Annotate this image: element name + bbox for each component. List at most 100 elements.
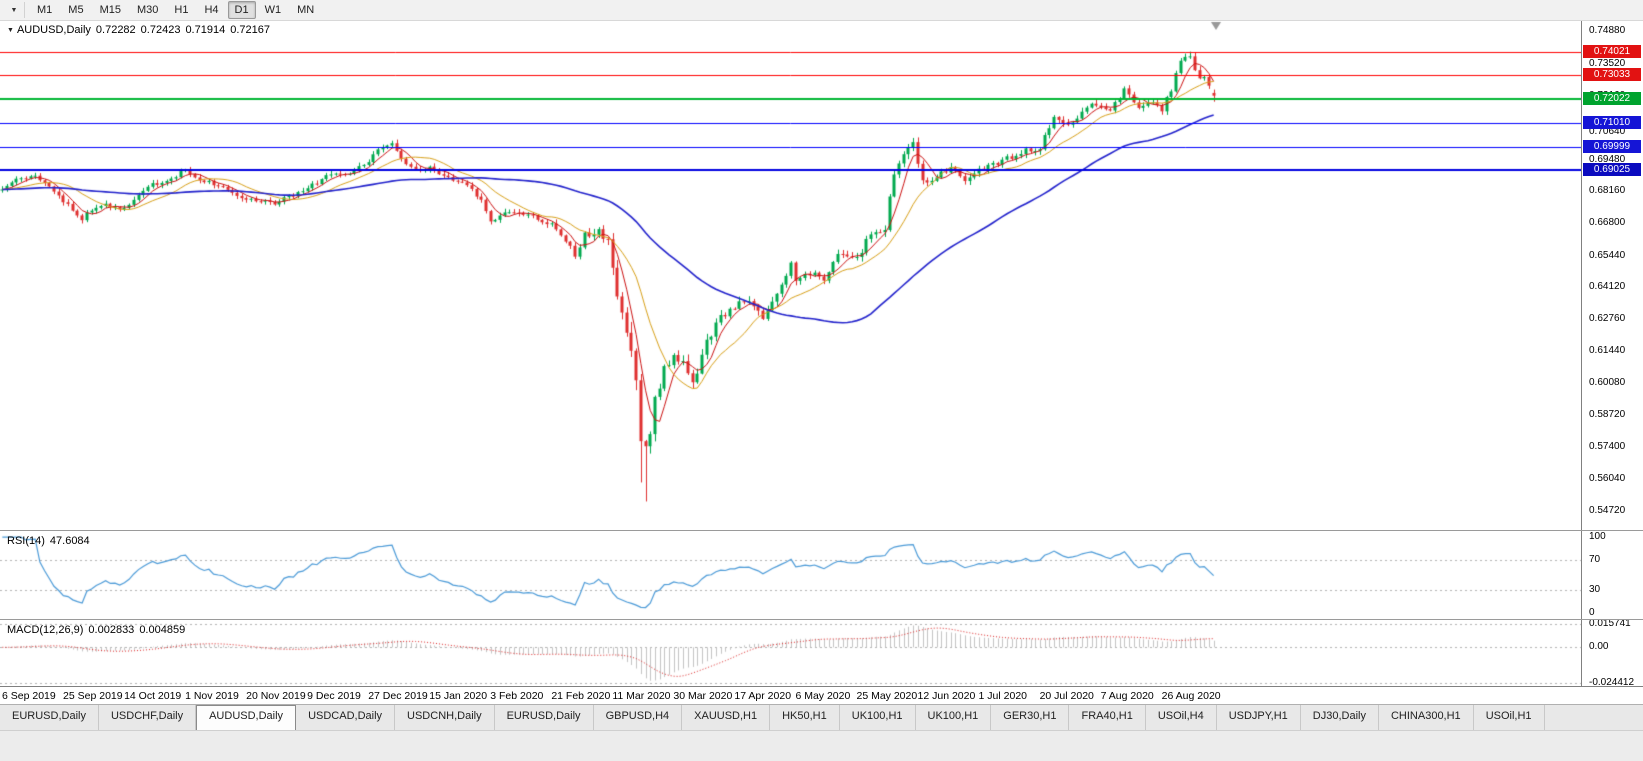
- timeframe-button-m30[interactable]: M30: [136, 4, 159, 16]
- chart-tab[interactable]: UK100,H1: [840, 705, 916, 730]
- rsi-tick: 0: [1589, 606, 1595, 618]
- rsi-panel: RSI(14) 47.6084: [0, 531, 1581, 619]
- price-tick: 0.54720: [1589, 504, 1626, 516]
- date-label: 3 Feb 2020: [490, 690, 544, 702]
- date-label: 6 May 2020: [795, 690, 851, 702]
- date-label: 14 Oct 2019: [124, 690, 182, 702]
- price-level-tag: 0.72022: [1583, 92, 1641, 106]
- price-level-tag: 0.69999: [1583, 140, 1641, 154]
- chart-tab[interactable]: DJ30,Daily: [1301, 705, 1379, 730]
- date-label: 7 Aug 2020: [1100, 690, 1154, 702]
- chart-tab[interactable]: XAUUSD,H1: [682, 705, 771, 730]
- date-label: 25 Sep 2019: [63, 690, 123, 702]
- chart-tab[interactable]: UK100,H1: [916, 705, 992, 730]
- price-tick: 0.69480: [1589, 153, 1626, 165]
- date-label: 1 Jul 2020: [978, 690, 1028, 702]
- date-label: 25 May 2020: [856, 690, 918, 702]
- toolbar-dropdown-button[interactable]: ▼: [4, 2, 25, 18]
- chart-tab[interactable]: USDCAD,Daily: [296, 705, 396, 730]
- chevron-down-icon: ▼: [10, 6, 18, 14]
- rsi-canvas[interactable]: [0, 531, 1581, 619]
- timeframe-button-d1[interactable]: D1: [227, 1, 256, 19]
- price-tick: 0.58720: [1589, 409, 1626, 421]
- date-label: 15 Jan 2020: [429, 690, 488, 702]
- chart-tab[interactable]: USDCNH,Daily: [395, 705, 495, 730]
- price-tick: 0.57400: [1589, 440, 1626, 452]
- price-tick: 0.68160: [1589, 184, 1626, 196]
- price-level-tag: 0.74021: [1583, 44, 1641, 58]
- timeframe-button-h1[interactable]: H1: [174, 4, 189, 16]
- price-axis[interactable]: 0.748800.735200.721600.706400.694800.681…: [1581, 20, 1643, 689]
- macd-signal-value: 0.004859: [139, 624, 186, 636]
- price-tick: 0.61440: [1589, 344, 1626, 356]
- rsi-tick: 70: [1589, 553, 1601, 565]
- date-label: 30 Mar 2020: [673, 690, 733, 702]
- macd-header: MACD(12,26,9) 0.002833 0.004859: [7, 624, 185, 636]
- timeframe-button-m15[interactable]: M15: [99, 4, 121, 16]
- rsi-value: 47.6084: [49, 535, 90, 547]
- price-tick: 0.66800: [1589, 217, 1626, 229]
- date-label: 9 Dec 2019: [307, 690, 361, 702]
- timeframe-button-mn[interactable]: MN: [297, 4, 315, 16]
- date-label: 20 Nov 2019: [246, 690, 306, 702]
- macd-main-value: 0.002833: [88, 624, 135, 636]
- price-chart-canvas[interactable]: [0, 20, 1581, 530]
- panel-separator[interactable]: [0, 530, 1643, 531]
- price-level-tag: 0.73033: [1583, 68, 1641, 82]
- chart-tab[interactable]: EURUSD,Daily: [0, 705, 99, 730]
- chart-dropdown-icon[interactable]: ▼: [7, 27, 14, 34]
- price-level-tag: 0.69025: [1583, 163, 1641, 177]
- date-label: 6 Sep 2019: [2, 690, 56, 702]
- macd-label: MACD(12,26,9): [7, 624, 84, 636]
- chart-symbol-label: AUDUSD,Daily: [16, 24, 91, 36]
- date-label: 1 Nov 2019: [185, 690, 239, 702]
- rsi-header: RSI(14) 47.6084: [7, 535, 90, 547]
- rsi-tick: 30: [1589, 584, 1601, 596]
- chart-tab[interactable]: HK50,H1: [770, 705, 840, 730]
- panel-separator[interactable]: [0, 619, 1643, 620]
- price-tick: 0.62760: [1589, 313, 1626, 325]
- ohlc-open-value: 0.72282: [95, 24, 136, 36]
- chart-tab[interactable]: USOil,H1: [1474, 705, 1545, 730]
- price-tick: 0.65440: [1589, 249, 1626, 261]
- time-axis[interactable]: 6 Sep 2019 25 Sep 2019 14 Oct 2019 1 Nov 20…: [0, 686, 1643, 704]
- chart-tab[interactable]: USDJPY,H1: [1217, 705, 1301, 730]
- chart-tab[interactable]: AUDUSD,Daily: [196, 705, 297, 730]
- timeframe-button-w1[interactable]: W1: [264, 4, 282, 16]
- status-bar: [0, 730, 1643, 761]
- price-tick: 0.70640: [1589, 125, 1626, 137]
- chart-tab[interactable]: CHINA300,H1: [1379, 705, 1474, 730]
- timeframe-button-m5[interactable]: M5: [68, 4, 84, 16]
- chart-tab[interactable]: GER30,H1: [991, 705, 1070, 730]
- price-tick: 0.56040: [1589, 473, 1626, 485]
- macd-tick: 0.00: [1589, 641, 1609, 653]
- macd-canvas[interactable]: [0, 620, 1581, 686]
- timeframe-buttons: M1 M5 M15 M30 H1 H4 D1 W1 MN: [29, 1, 322, 19]
- macd-tick: -0.024412: [1589, 677, 1635, 689]
- macd-panel: MACD(12,26,9) 0.002833 0.004859: [0, 620, 1581, 686]
- chart-tab[interactable]: USOil,H4: [1146, 705, 1217, 730]
- chart-tab[interactable]: USDCHF,Daily: [99, 705, 197, 730]
- price-tick: 0.73520: [1589, 57, 1626, 69]
- chart-tab[interactable]: EURUSD,Daily: [495, 705, 594, 730]
- date-label: 20 Jul 2020: [1039, 690, 1094, 702]
- chart-tab[interactable]: FRA40,H1: [1069, 705, 1146, 730]
- date-label: 11 Mar 2020: [612, 690, 671, 702]
- date-label: 12 Jun 2020: [917, 690, 976, 702]
- timeframe-button-h4[interactable]: H4: [204, 4, 219, 16]
- price-tick: 0.64120: [1589, 281, 1626, 292]
- date-label: 26 Aug 2020: [1161, 690, 1221, 702]
- timeframe-toolbar: ▼ M1 M5 M15 M30 H1 H4 D1 W1 MN: [0, 0, 1643, 21]
- timeframe-button-m1[interactable]: M1: [37, 4, 53, 16]
- ohlc-high-value: 0.72423: [140, 24, 181, 36]
- date-label: 27 Dec 2019: [368, 690, 428, 702]
- macd-tick: 0.015741: [1589, 618, 1631, 630]
- date-label: 17 Apr 2020: [734, 690, 792, 702]
- ohlc-close-value: 0.72167: [230, 24, 270, 36]
- chart-tab[interactable]: GBPUSD,H4: [594, 705, 683, 730]
- price-tick: 0.74880: [1589, 25, 1626, 37]
- price-chart-panel: ▼ AUDUSD,Daily 0.72282 0.72423 0.71914 0.7216…: [0, 20, 1581, 530]
- price-tick: 0.60080: [1589, 377, 1626, 389]
- rsi-tick: 100: [1589, 531, 1606, 543]
